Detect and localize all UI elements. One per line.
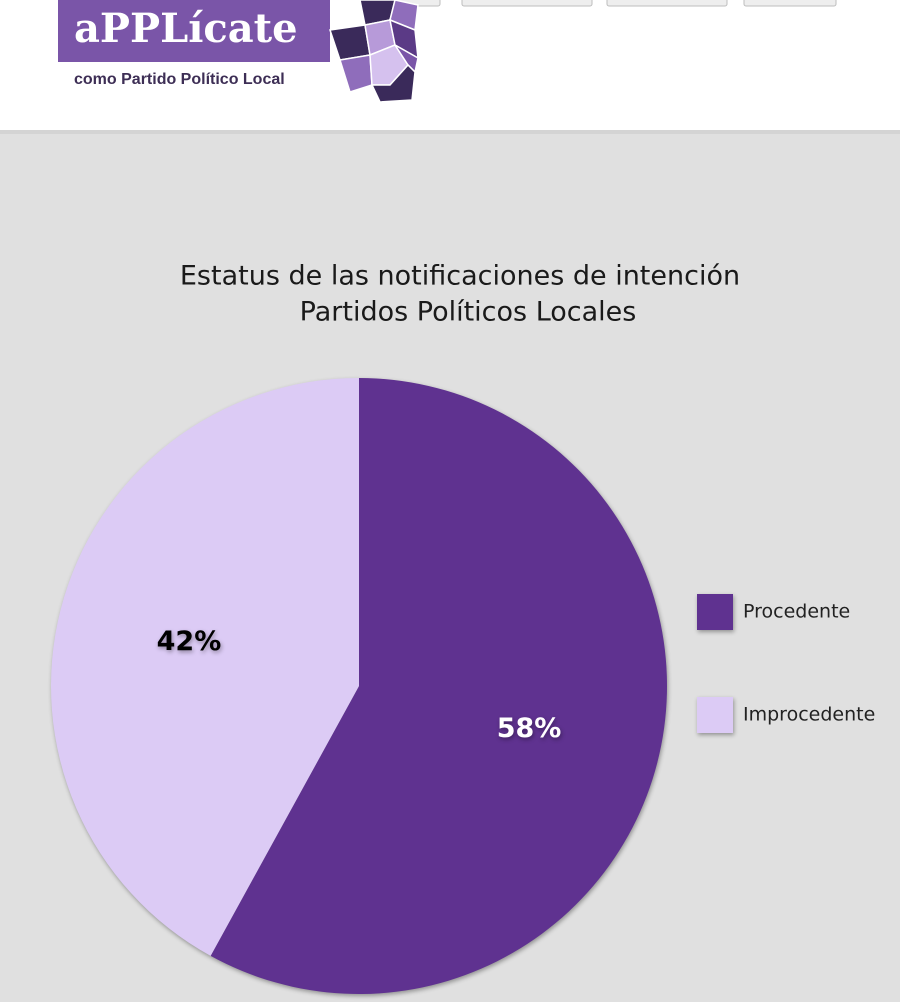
nav-button[interactable]: [743, 0, 837, 7]
logo-box: [58, 0, 330, 62]
data-label: 58%: [497, 713, 562, 744]
nav-button[interactable]: [461, 0, 593, 7]
logo-tagline: como Partido Político Local: [74, 71, 285, 88]
nav-buttons: [377, 0, 837, 7]
chart: Estatus de las notificaciones de intenci…: [50, 261, 875, 994]
pie-slice: [210, 378, 667, 994]
pie-slice: [50, 378, 359, 956]
logo[interactable]: aPPLícate como Partido Político Local: [58, 0, 419, 103]
nav-button[interactable]: [606, 0, 728, 7]
legend-label: Improcedente: [743, 704, 875, 726]
legend-label: Procedente: [743, 601, 850, 623]
data-label: 42%: [157, 626, 222, 657]
pie: [50, 378, 667, 994]
chart-title: Partidos Políticos Locales: [300, 297, 637, 328]
chart-title: Estatus de las notificaciones de intenci…: [180, 261, 740, 292]
header-divider: [0, 130, 900, 134]
logo-text: aPPLícate: [74, 5, 298, 52]
legend-swatch: [697, 697, 733, 733]
legend-swatch: [697, 594, 733, 630]
logo-map: [329, 0, 419, 103]
